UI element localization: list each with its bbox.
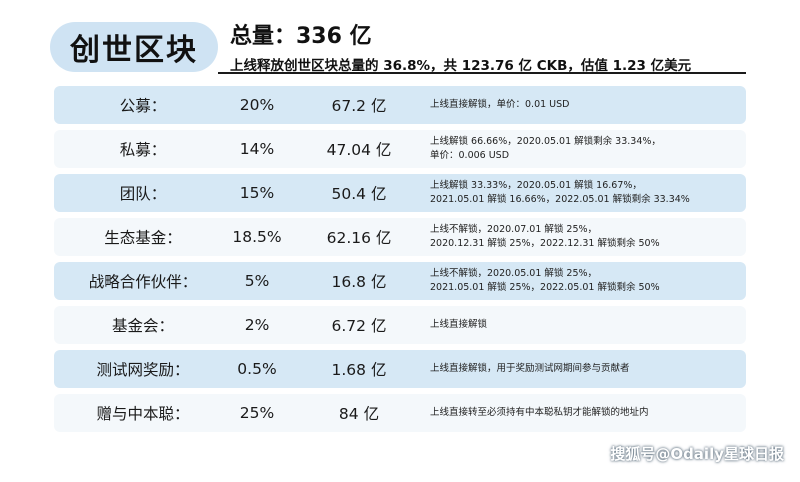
total-supply: 总量：336 亿 (230, 24, 372, 49)
row-name: 生态基金： (104, 229, 182, 247)
row-amount: 47.04 亿 (326, 141, 392, 159)
table-row: 公募： 20% 67.2 亿 上线直接解锁，单价：0.01 USD (54, 86, 746, 124)
title-badge: 创世区块 (50, 22, 218, 72)
row-percent: 15% (239, 184, 275, 202)
table-row: 赠与中本聪： 25% 84 亿 上线直接转至必须持有中本聪私钥才能解锁的地址内 (54, 394, 746, 432)
header-divider (218, 72, 746, 74)
row-percent: 0.5% (237, 360, 277, 378)
row-name: 团队： (119, 185, 167, 203)
table-row: 团队： 15% 50.4 亿 上线解锁 33.33%，2020.05.01 解锁… (54, 174, 746, 212)
row-name: 测试网奖励： (96, 361, 190, 379)
row-name: 私募： (119, 141, 167, 159)
row-note: 上线解锁 66.66%，2020.05.01 解锁剩余 33.34%， 单价：0… (430, 136, 661, 161)
row-note: 上线不解锁，2020.07.01 解锁 25%， 2020.12.31 解锁 2… (430, 224, 660, 249)
row-percent: 5% (244, 272, 270, 290)
row-note: 上线解锁 33.33%，2020.05.01 解锁 16.67%， 2021.0… (430, 180, 690, 205)
row-percent: 20% (239, 96, 275, 114)
row-percent: 25% (239, 404, 275, 422)
table-row: 测试网奖励： 0.5% 1.68 亿 上线直接解锁，用于奖励测试网期间参与贡献者 (54, 350, 746, 388)
header-info: 总量：336 亿 上线释放创世区块总量的 36.8%，共 123.76 亿 CK… (230, 22, 691, 74)
row-note: 上线直接解锁 (430, 319, 488, 330)
table-row: 战略合作伙伴： 5% 16.8 亿 上线不解锁，2020.05.01 解锁 25… (54, 262, 746, 300)
row-note: 上线不解锁，2020.05.01 解锁 25%， 2021.05.01 解锁 2… (430, 268, 660, 293)
row-note: 上线直接解锁，用于奖励测试网期间参与贡献者 (430, 363, 630, 374)
row-amount: 50.4 亿 (331, 185, 387, 203)
row-note: 上线直接转至必须持有中本聪私钥才能解锁的地址内 (430, 407, 649, 418)
row-name: 基金会： (111, 317, 174, 335)
row-name: 赠与中本聪： (96, 405, 190, 423)
table-row: 生态基金： 18.5% 62.16 亿 上线不解锁，2020.07.01 解锁 … (54, 218, 746, 256)
row-amount: 16.8 亿 (331, 273, 387, 291)
row-percent: 14% (239, 140, 275, 158)
row-amount: 1.68 亿 (331, 361, 387, 379)
row-percent: 2% (244, 316, 270, 334)
page-title: 创世区块 (70, 33, 198, 68)
row-amount: 62.16 亿 (326, 229, 392, 247)
release-summary: 上线释放创世区块总量的 36.8%，共 123.76 亿 CKB，估值 1.23… (230, 58, 692, 74)
row-amount: 67.2 亿 (331, 97, 387, 115)
row-amount: 84 亿 (338, 405, 380, 423)
watermark: 搜狐号@Odaily星球日报 (610, 445, 784, 463)
row-amount: 6.72 亿 (331, 317, 387, 335)
table-row: 基金会： 2% 6.72 亿 上线直接解锁 (54, 306, 746, 344)
row-name: 公募： (119, 97, 167, 115)
row-note: 上线直接解锁，单价：0.01 USD (430, 99, 570, 110)
row-name: 战略合作伙伴： (88, 273, 198, 291)
table-row: 私募： 14% 47.04 亿 上线解锁 66.66%，2020.05.01 解… (54, 130, 746, 168)
row-percent: 18.5% (232, 228, 282, 246)
